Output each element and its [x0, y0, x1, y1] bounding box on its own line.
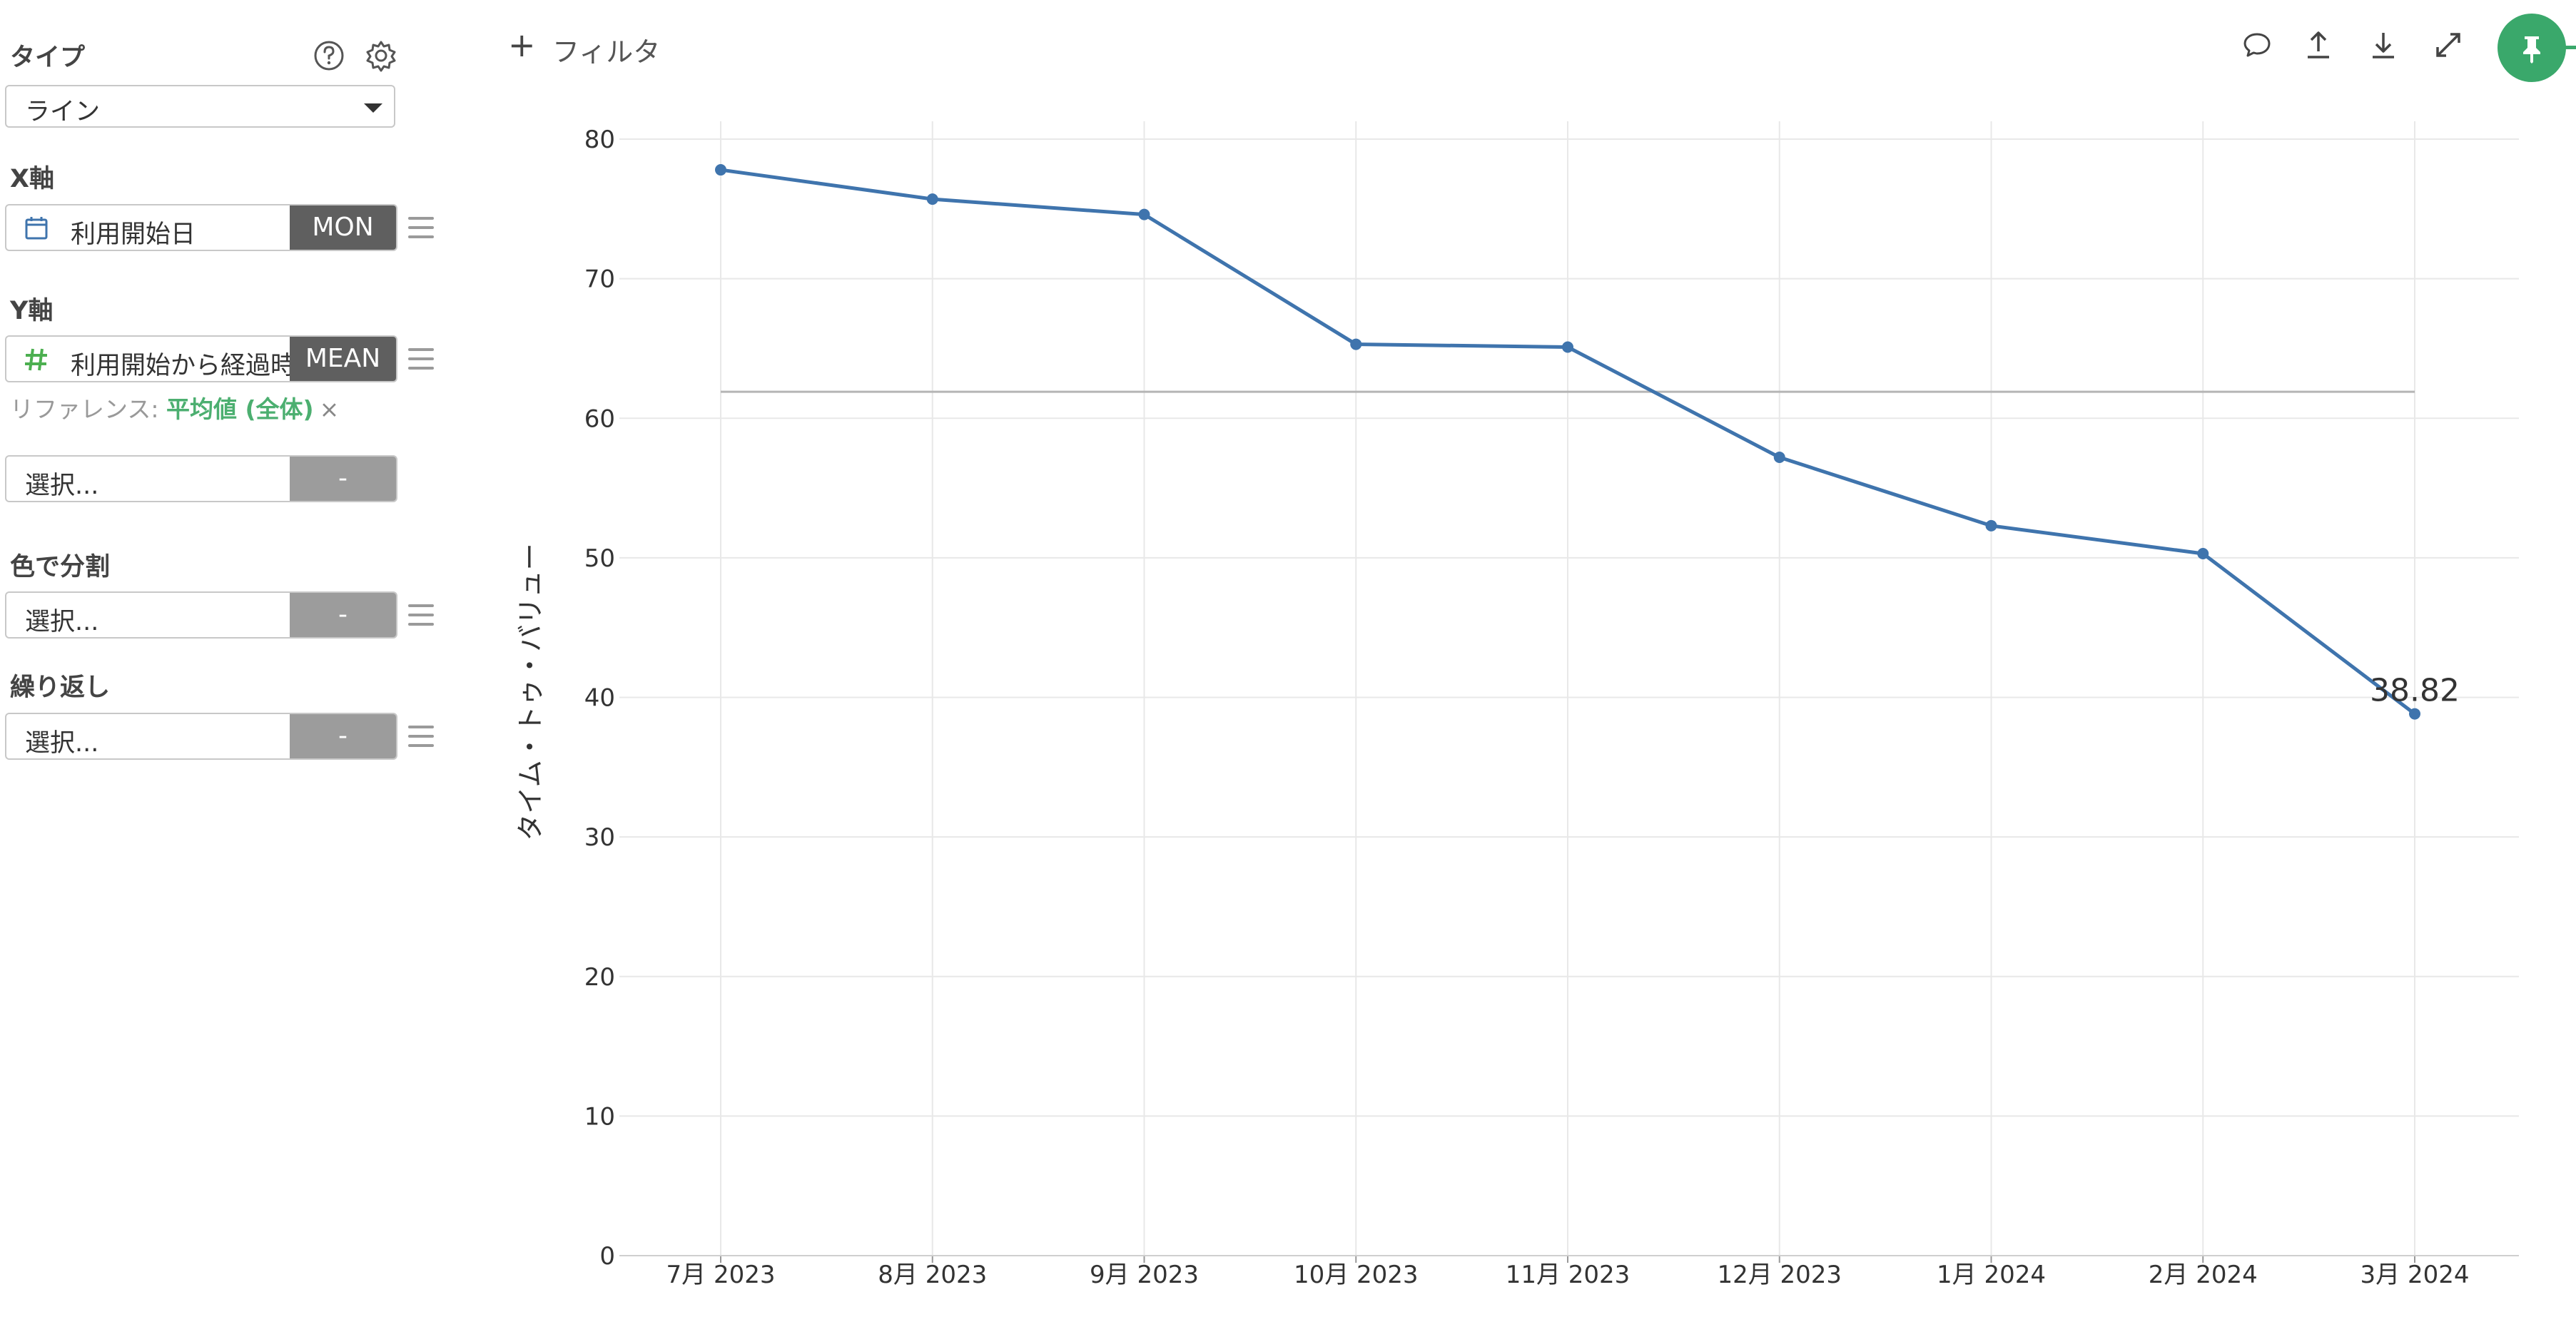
- y-tick-label: 60: [584, 405, 615, 433]
- x-axis-aggregation-button[interactable]: MON: [290, 205, 396, 250]
- reference-remove-button[interactable]: ×: [319, 395, 340, 423]
- color-split-menu-icon[interactable]: [408, 604, 434, 626]
- repeat-field[interactable]: 選択... -: [5, 713, 397, 760]
- reference-value-link[interactable]: 平均値 (全体): [166, 395, 314, 423]
- type-label: タイプ: [10, 44, 86, 72]
- extra-select-placeholder: 選択...: [25, 472, 99, 500]
- pin-indicator: [2563, 46, 2576, 49]
- y-tick-label: 50: [584, 544, 615, 573]
- data-point: [2409, 708, 2420, 720]
- reference-row: リファレンス: 平均値 (全体) ×: [10, 390, 339, 424]
- data-point: [1138, 208, 1150, 220]
- data-point: [1985, 519, 1997, 532]
- plus-icon: +: [508, 26, 536, 64]
- data-point: [926, 193, 938, 205]
- x-tick-label: 1月 2024: [1937, 1261, 2046, 1289]
- repeat-placeholder: 選択...: [25, 729, 99, 758]
- data-point: [1350, 338, 1362, 350]
- chart-settings-panel: タイプ ライン X軸 利用開始日 MON Y軸 利用開始から経過: [0, 0, 457, 1317]
- y-tick-label: 40: [584, 684, 615, 713]
- x-tick-label: 8月 2023: [878, 1261, 987, 1289]
- x-tick-label: 11月 2023: [1506, 1261, 1631, 1289]
- last-point-label: 38.82: [2370, 673, 2460, 709]
- gear-icon[interactable]: [364, 39, 398, 73]
- hash-icon: [25, 348, 47, 371]
- y-tick-label: 10: [584, 1102, 615, 1131]
- data-point: [2197, 548, 2209, 560]
- x-tick-label: 9月 2023: [1090, 1261, 1199, 1289]
- expand-icon[interactable]: [2430, 27, 2466, 63]
- chart-type-select[interactable]: ライン: [5, 85, 395, 128]
- x-tick-label: 2月 2024: [2149, 1261, 2258, 1289]
- x-axis-menu-icon[interactable]: [408, 217, 434, 238]
- color-split-placeholder: 選択...: [25, 608, 99, 636]
- y-axis-aggregation-button[interactable]: MEAN: [290, 337, 396, 381]
- chevron-down-icon: [364, 103, 382, 113]
- data-point: [1773, 452, 1785, 464]
- color-split-field[interactable]: 選択... -: [5, 591, 397, 639]
- y-tick-label: 80: [584, 126, 615, 154]
- y-axis-menu-icon[interactable]: [408, 348, 434, 370]
- x-tick-label: 7月 2023: [666, 1261, 776, 1289]
- calendar-icon: [25, 217, 48, 240]
- comment-icon[interactable]: [2239, 27, 2275, 63]
- y-tick-label: 0: [599, 1242, 615, 1271]
- upload-icon[interactable]: [2301, 27, 2336, 63]
- pin-button[interactable]: [2498, 14, 2566, 82]
- x-axis-field[interactable]: 利用開始日 MON: [5, 204, 397, 251]
- extra-select-aggregation-button[interactable]: -: [290, 457, 396, 501]
- y-axis-field-name: 利用開始から経過時: [71, 352, 296, 380]
- x-tick-label: 10月 2023: [1294, 1261, 1419, 1289]
- reference-prefix: リファレンス:: [10, 395, 166, 423]
- repeat-aggregation-button[interactable]: -: [290, 714, 396, 758]
- x-axis-field-name: 利用開始日: [71, 220, 196, 249]
- y-axis-label: Y軸: [10, 297, 54, 325]
- pin-icon: [2523, 36, 2540, 63]
- repeat-menu-icon[interactable]: [408, 726, 434, 747]
- chart-type-value: ライン: [25, 98, 101, 126]
- x-tick-label: 3月 2024: [2361, 1261, 2470, 1289]
- extra-select-field[interactable]: 選択... -: [5, 455, 397, 502]
- color-split-label: 色で分割: [10, 553, 111, 581]
- y-axis-field[interactable]: 利用開始から経過時 MEAN: [5, 335, 397, 382]
- x-tick-label: 12月 2023: [1717, 1261, 1842, 1289]
- y-tick-label: 30: [584, 823, 615, 852]
- y-tick-label: 20: [584, 963, 615, 992]
- data-point: [715, 164, 726, 176]
- color-split-aggregation-button[interactable]: -: [290, 593, 396, 637]
- help-icon[interactable]: [312, 39, 346, 73]
- download-icon[interactable]: [2365, 27, 2401, 63]
- x-axis-label: X軸: [10, 165, 54, 193]
- data-point: [1562, 341, 1573, 353]
- add-filter-label: フィルタ: [552, 36, 661, 68]
- repeat-label: 繰り返し: [10, 673, 111, 702]
- y-tick-label: 70: [584, 265, 615, 294]
